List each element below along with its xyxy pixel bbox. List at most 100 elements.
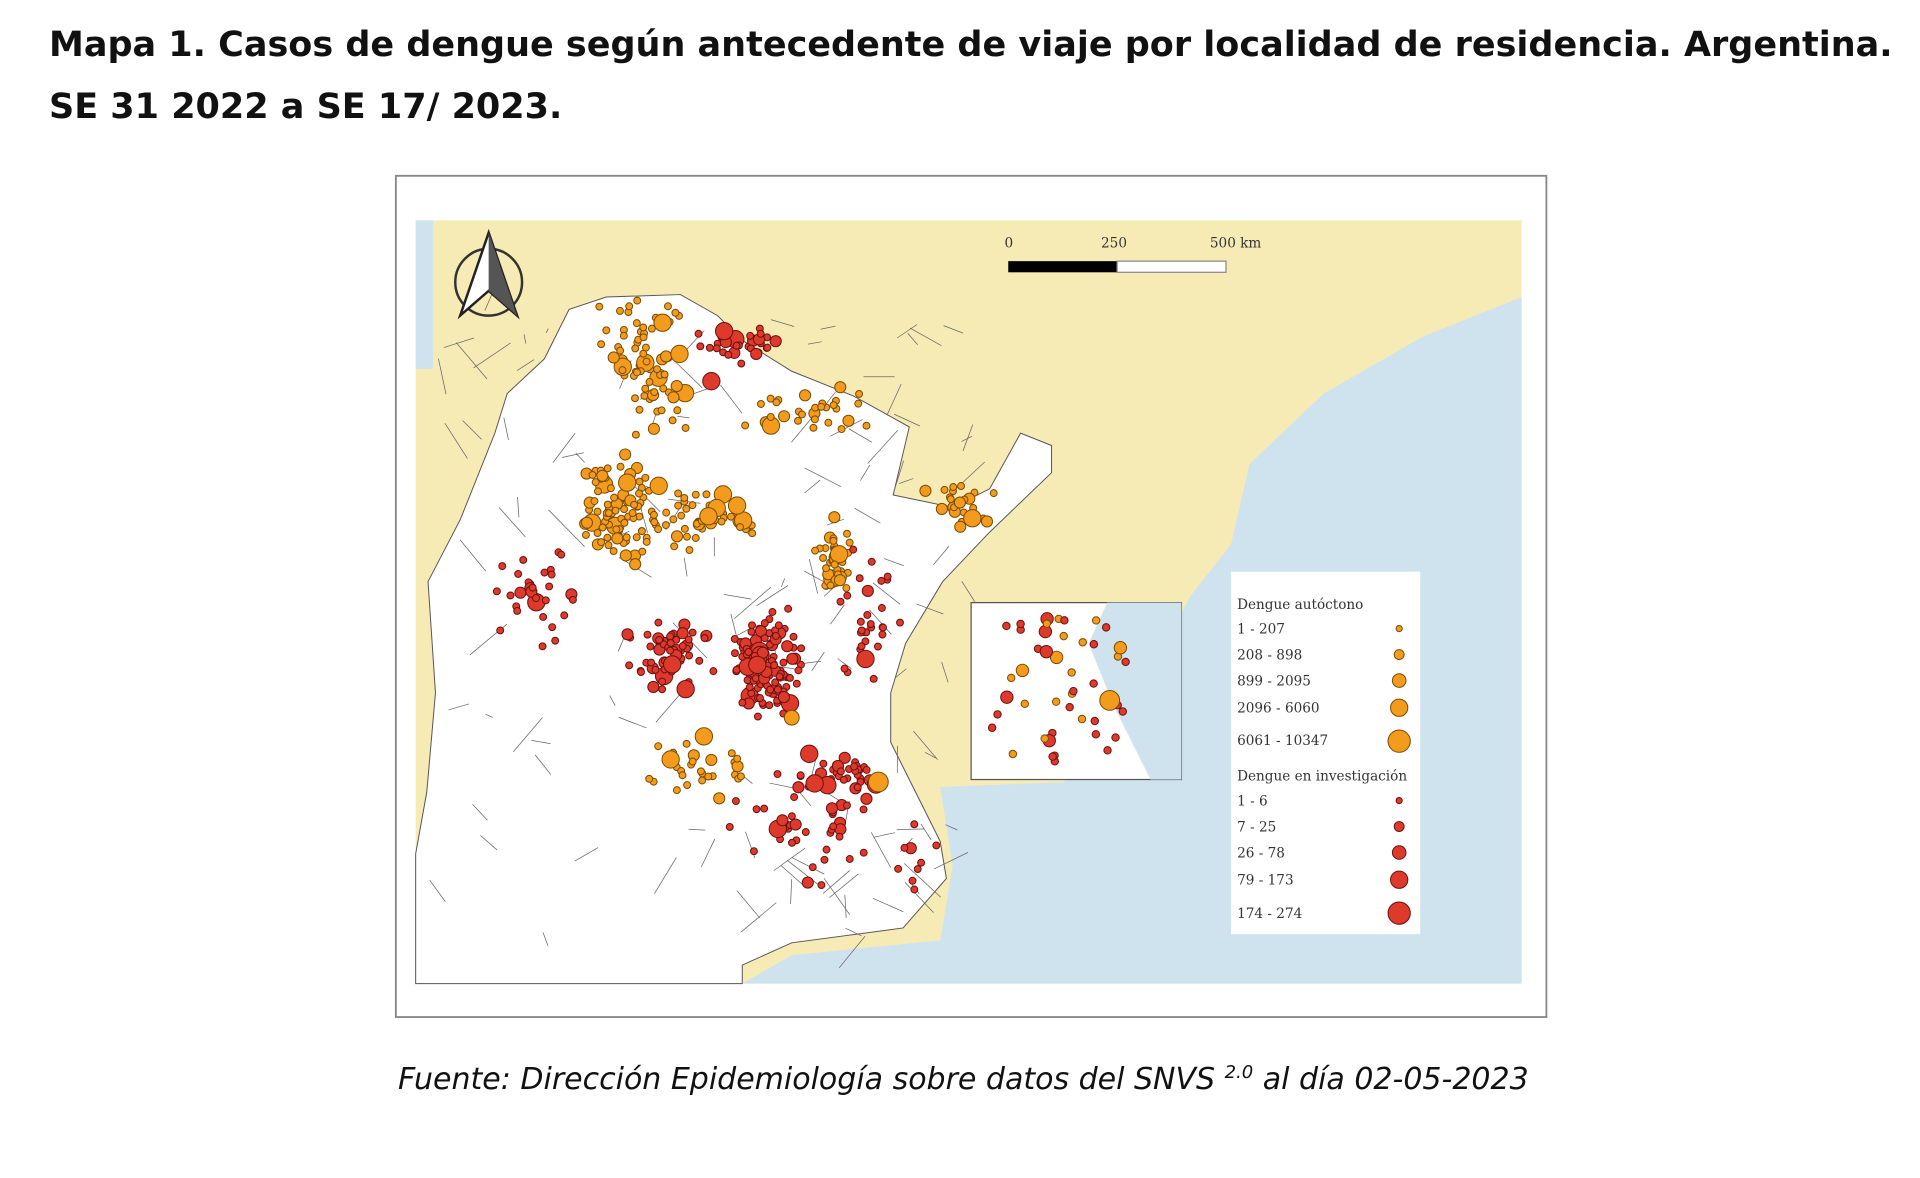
autoctono-point	[588, 470, 597, 479]
investigacion-point	[789, 632, 798, 641]
investigacion-point	[789, 818, 802, 831]
investigacion-point	[746, 331, 755, 340]
autoctono-point	[645, 378, 654, 386]
investigacion-point	[666, 632, 675, 641]
autoctono-point	[654, 525, 663, 534]
autoctono-point	[642, 537, 651, 546]
investigacion-point	[621, 628, 634, 641]
investigacion-point	[835, 832, 844, 841]
map-title: Mapa 1. Casos de dengue según antecedent…	[49, 25, 1893, 127]
autoctono-point	[733, 754, 742, 763]
investigacion-point	[738, 698, 747, 707]
investigacion-point	[705, 343, 714, 352]
autoctono-point	[640, 391, 649, 400]
autoctono-point	[698, 776, 707, 785]
autoctono-point	[829, 545, 849, 564]
investigacion-point	[866, 620, 875, 628]
investigacion-point	[709, 667, 718, 676]
investigacion-point	[822, 845, 831, 854]
investigacion-point	[748, 621, 756, 630]
legend-class: 6061 - 10347	[1237, 733, 1328, 749]
autoctono-point	[616, 346, 625, 355]
pacific-ocean	[415, 220, 433, 369]
investigacion-point	[856, 649, 875, 669]
inset-point	[1089, 679, 1098, 688]
autoctono-point	[949, 483, 958, 491]
autoctono-point	[681, 424, 690, 432]
autoctono-point	[603, 533, 612, 542]
autoctono-point	[594, 487, 602, 496]
investigacion-point	[849, 545, 858, 554]
inset-point	[1051, 697, 1061, 706]
autoctono-point	[641, 473, 650, 482]
investigacion-point	[754, 625, 768, 638]
autoctono-point	[670, 542, 679, 551]
investigacion-point	[540, 568, 549, 577]
autoctono-point	[837, 425, 846, 434]
autoctono-point	[631, 394, 639, 403]
autoctono-point	[672, 786, 681, 795]
autoctono-point	[694, 727, 714, 746]
investigacion-point	[877, 604, 886, 612]
autoctono-point	[935, 502, 948, 516]
investigacion-point	[731, 797, 740, 806]
investigacion-point	[647, 658, 656, 667]
inset-point	[987, 723, 997, 732]
investigacion-point	[839, 775, 848, 784]
investigacion-point	[853, 783, 862, 792]
investigacion-point	[666, 639, 675, 648]
inset-point	[1048, 752, 1057, 761]
autoctono-point	[650, 388, 659, 397]
investigacion-point	[867, 557, 876, 566]
legend-symbol-autoctono	[1395, 625, 1403, 633]
autoctono-point	[748, 529, 757, 538]
investigacion-point	[908, 876, 917, 885]
investigacion-point	[797, 644, 806, 653]
inset-point	[1103, 746, 1112, 755]
investigacion-point	[883, 572, 892, 581]
autoctono-point	[680, 493, 689, 502]
autoctono-point	[717, 517, 726, 526]
autoctono-point	[622, 533, 631, 542]
autoctono-point	[766, 413, 775, 421]
autoctono-point	[682, 739, 691, 748]
autoctono-point	[609, 547, 618, 555]
autoctono-point	[647, 324, 656, 333]
investigacion-point	[654, 618, 663, 627]
investigacion-point	[862, 766, 871, 774]
autoctono-point	[845, 538, 854, 547]
investigacion-point	[666, 646, 675, 655]
autoctono-point	[650, 518, 659, 527]
investigacion-point	[913, 865, 922, 873]
investigacion-point	[801, 876, 814, 889]
investigacion-point	[819, 759, 828, 768]
autoctono-point	[673, 406, 682, 415]
inset-point	[1042, 619, 1052, 628]
investigacion-point	[753, 712, 762, 721]
autoctono-point	[662, 508, 671, 517]
investigacion-point	[779, 658, 788, 667]
autoctono-point	[957, 482, 965, 490]
autoctono-point	[598, 523, 607, 532]
investigacion-point	[748, 655, 767, 675]
investigacion-point	[750, 347, 763, 361]
source-text: Fuente: Dirección Epidemiología sobre da…	[398, 1062, 1216, 1097]
investigacion-point	[879, 623, 887, 632]
investigacion-point	[724, 350, 733, 359]
investigacion-point	[551, 636, 560, 645]
investigacion-point	[528, 583, 537, 592]
autoctono-point	[625, 302, 634, 311]
investigacion-point	[857, 642, 866, 651]
autoctono-point	[620, 505, 629, 514]
investigacion-point	[769, 335, 782, 348]
autoctono-point	[603, 500, 612, 509]
autoctono-point	[682, 532, 691, 541]
autoctono-point	[619, 549, 632, 562]
legend-class: 899 - 2095	[1237, 673, 1311, 689]
investigacion-point	[808, 863, 817, 872]
autoctono-point	[649, 476, 668, 495]
investigacion-point	[784, 604, 793, 613]
investigacion-point	[843, 801, 851, 810]
autoctono-point	[630, 500, 639, 509]
